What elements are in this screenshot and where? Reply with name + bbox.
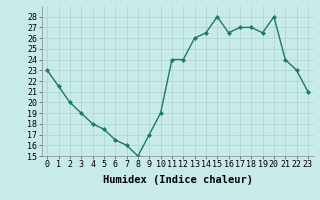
X-axis label: Humidex (Indice chaleur): Humidex (Indice chaleur) [103,175,252,185]
